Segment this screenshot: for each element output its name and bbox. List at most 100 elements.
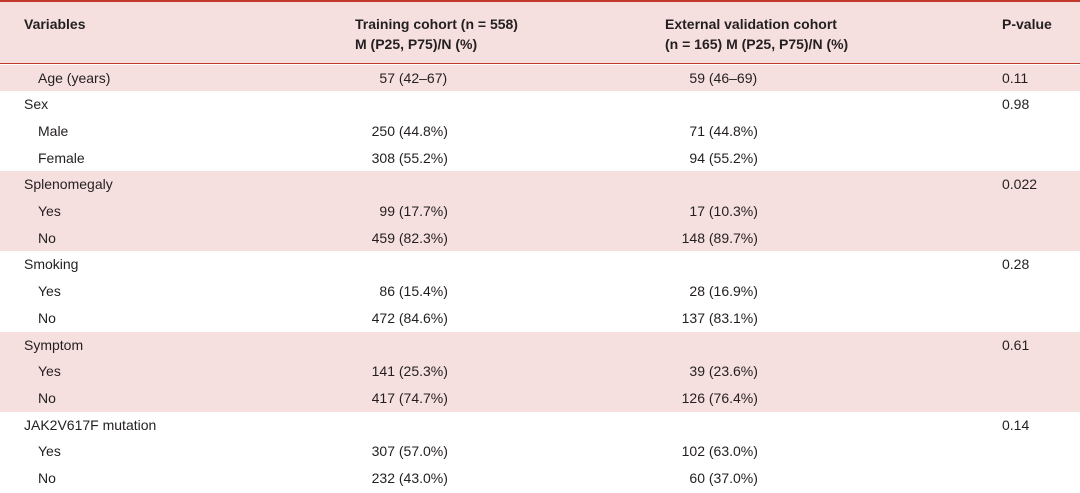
- header-cell: Training cohort (n = 558) M (P25, P75)/N…: [355, 14, 518, 54]
- table-header: Variables Training cohort (n = 558) M (P…: [0, 0, 1080, 64]
- value-cell: 141 (25.3%): [355, 358, 448, 385]
- variable: Male: [38, 122, 69, 139]
- value-cell: 60 (37.0%): [665, 465, 758, 492]
- table-row: Smoking 0.28: [0, 251, 1080, 278]
- value-cell: 126 (76.4%): [665, 385, 758, 412]
- table-row: JAK2V617F mutation 0.14: [0, 412, 1080, 439]
- detail: (10.3%): [708, 203, 758, 219]
- count: 28: [689, 283, 705, 300]
- count: 17: [689, 203, 705, 219]
- detail: (76.4%): [708, 389, 758, 406]
- detail: (83.1%): [708, 309, 758, 326]
- header-cell: P-value: [1002, 16, 1052, 32]
- header-cell: Variables: [24, 16, 86, 32]
- count: 60: [689, 470, 705, 486]
- variable: No: [38, 470, 56, 486]
- value-cell: 71 (44.8%): [665, 118, 758, 145]
- detail: (63.0%): [708, 443, 758, 460]
- variable: Yes: [38, 283, 61, 300]
- variable: Splenomegaly: [24, 176, 113, 193]
- detail: (44.8%): [708, 122, 758, 139]
- variable: No: [38, 229, 56, 246]
- value-cell: 28 (16.9%): [665, 278, 758, 305]
- count: 472: [371, 309, 395, 326]
- detail: (23.6%): [708, 363, 758, 380]
- variable: Yes: [38, 443, 61, 460]
- variable: Yes: [38, 203, 61, 219]
- variable: No: [38, 389, 56, 406]
- variable: No: [38, 309, 56, 326]
- detail: (46–69): [708, 69, 758, 86]
- value-cell: 417 (74.7%): [355, 385, 448, 412]
- p-value: 0.98: [1002, 96, 1030, 113]
- table-row: Yes 99 (17.7%) 17 (10.3%): [0, 198, 1080, 225]
- detail: (16.9%): [708, 283, 758, 300]
- value-cell: 250 (44.8%): [355, 118, 448, 145]
- p-value: 0.61: [1002, 336, 1030, 353]
- variable: Smoking: [24, 256, 79, 273]
- detail: (17.7%): [398, 203, 448, 219]
- count: 148: [681, 229, 705, 246]
- count: 459: [371, 229, 395, 246]
- count: 59: [689, 69, 705, 86]
- value-cell: 57 (42–67): [355, 65, 447, 92]
- detail: (82.3%): [398, 229, 448, 246]
- value-cell: 148 (89.7%): [665, 225, 758, 252]
- variable: Symptom: [24, 336, 84, 353]
- detail: (74.7%): [398, 389, 448, 406]
- value-cell: 17 (10.3%): [665, 198, 758, 225]
- detail: (84.6%): [398, 309, 448, 326]
- table-row: Symptom 0.61: [0, 331, 1080, 359]
- count: 307: [371, 443, 395, 460]
- detail: (55.2%): [398, 149, 448, 166]
- table-row: Yes 141 (25.3%) 39 (23.6%): [0, 358, 1080, 385]
- value-cell: 39 (23.6%): [665, 358, 758, 385]
- table-row: Sex 0.98: [0, 91, 1080, 118]
- value-cell: 102 (63.0%): [665, 438, 758, 465]
- header-line: (n = 165) M (P25, P75)/N (%): [665, 36, 849, 52]
- table-row: No 459 (82.3%) 148 (89.7%): [0, 224, 1080, 252]
- header-line: External validation cohort: [665, 16, 837, 32]
- detail: (44.8%): [398, 122, 448, 139]
- count: 232: [371, 470, 395, 486]
- detail: (15.4%): [398, 283, 448, 300]
- variable: Female: [38, 149, 85, 166]
- detail: (25.3%): [398, 363, 448, 380]
- count: 57: [379, 69, 395, 86]
- p-value: 0.28: [1002, 256, 1030, 273]
- count: 86: [379, 283, 395, 300]
- table-row: Yes 86 (15.4%) 28 (16.9%): [0, 278, 1080, 305]
- variable: Age (years): [38, 69, 111, 86]
- variable: Sex: [24, 96, 49, 113]
- count: 250: [371, 122, 395, 139]
- count: 99: [379, 203, 395, 219]
- detail: (37.0%): [708, 470, 758, 486]
- table-row: Splenomegaly 0.022: [0, 171, 1080, 198]
- variable: Yes: [38, 363, 61, 380]
- table-row: No 232 (43.0%) 60 (37.0%): [0, 465, 1080, 492]
- table-row: Female 308 (55.2%) 94 (55.2%): [0, 145, 1080, 172]
- count: 141: [371, 363, 395, 380]
- table-row: No 417 (74.7%) 126 (76.4%): [0, 384, 1080, 412]
- value-cell: 472 (84.6%): [355, 305, 448, 332]
- variable: JAK2V617F mutation: [24, 416, 157, 433]
- count: 308: [371, 149, 395, 166]
- table-row: Age (years) 57 (42–67) 59 (46–69) 0.11: [0, 64, 1080, 92]
- count: 417: [371, 389, 395, 406]
- count: 137: [681, 309, 705, 326]
- detail: (42–67): [398, 69, 448, 86]
- p-value: 0.022: [1002, 176, 1038, 193]
- p-value: 0.11: [1002, 69, 1029, 86]
- count: 71: [689, 122, 705, 139]
- p-value: 0.14: [1002, 416, 1030, 433]
- table-row: No 472 (84.6%) 137 (83.1%): [0, 305, 1080, 332]
- header-line: M (P25, P75)/N (%): [355, 36, 478, 52]
- count: 102: [681, 443, 705, 460]
- value-cell: 137 (83.1%): [665, 305, 758, 332]
- detail: (57.0%): [398, 443, 448, 460]
- value-cell: 307 (57.0%): [355, 438, 448, 465]
- detail: (55.2%): [708, 149, 758, 166]
- value-cell: 86 (15.4%): [355, 278, 448, 305]
- value-cell: 232 (43.0%): [355, 465, 448, 492]
